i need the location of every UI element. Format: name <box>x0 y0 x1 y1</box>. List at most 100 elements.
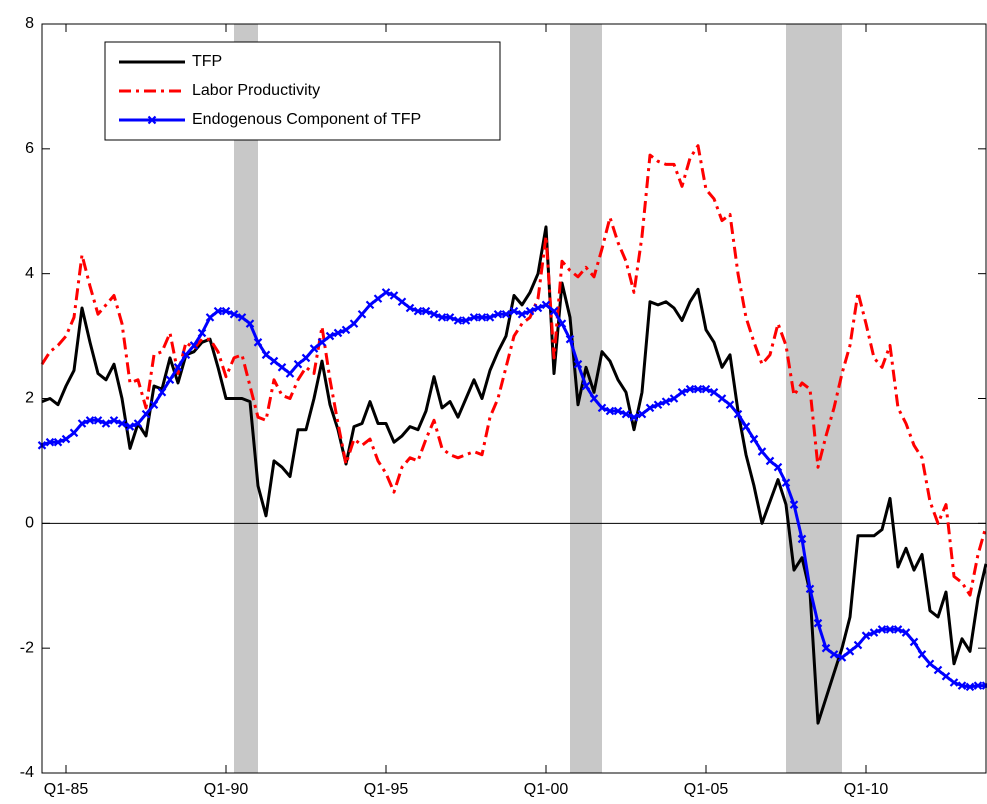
marker <box>261 350 271 360</box>
marker <box>157 387 167 397</box>
marker <box>957 681 967 690</box>
marker <box>581 381 591 391</box>
marker <box>333 328 343 338</box>
marker <box>45 437 55 447</box>
marker <box>397 297 407 307</box>
marker <box>357 309 367 319</box>
y-tick-label: -4 <box>20 764 34 781</box>
marker <box>541 300 551 310</box>
marker <box>165 375 175 385</box>
series-line <box>41 225 987 725</box>
marker <box>509 306 519 316</box>
marker <box>701 384 711 394</box>
marker <box>637 409 647 419</box>
x-tick-label: Q1-00 <box>524 781 569 798</box>
marker <box>85 416 95 425</box>
marker <box>229 309 239 319</box>
marker <box>589 394 599 403</box>
marker <box>549 306 559 316</box>
marker <box>485 313 495 322</box>
marker <box>277 363 287 372</box>
marker <box>437 313 447 322</box>
marker <box>669 394 679 403</box>
marker <box>853 640 863 650</box>
legend-label: Endogenous Component of TFP <box>192 111 421 128</box>
marker <box>349 319 359 328</box>
marker <box>245 319 255 328</box>
marker <box>869 628 879 637</box>
y-tick-label: 0 <box>25 515 34 532</box>
marker <box>885 625 895 634</box>
marker <box>493 309 503 319</box>
marker <box>861 631 871 640</box>
marker <box>109 416 119 425</box>
marker <box>421 306 431 316</box>
marker <box>53 437 63 447</box>
marker <box>365 300 375 310</box>
marker <box>237 313 247 322</box>
marker <box>781 478 791 488</box>
x-tick-label: Q1-90 <box>204 781 249 798</box>
marker <box>605 406 615 416</box>
marker <box>709 387 719 397</box>
marker <box>973 681 983 690</box>
marker <box>101 419 111 428</box>
marker <box>877 625 887 634</box>
marker <box>733 409 743 419</box>
marker <box>645 403 655 413</box>
marker <box>181 350 191 360</box>
marker <box>445 313 455 322</box>
marker <box>901 628 911 637</box>
marker <box>301 353 311 363</box>
marker <box>213 306 223 316</box>
marker <box>917 650 927 659</box>
marker <box>93 416 103 425</box>
marker <box>933 665 943 675</box>
marker <box>621 409 631 419</box>
plot-frame <box>41 23 987 774</box>
y-tick-label: 4 <box>25 265 34 282</box>
marker <box>765 456 775 466</box>
marker <box>693 384 703 394</box>
marker <box>741 422 751 431</box>
marker <box>525 306 535 316</box>
marker <box>125 422 135 431</box>
y-tick-label: -2 <box>20 639 34 656</box>
marker <box>285 369 295 378</box>
legend-label: TFP <box>192 53 222 70</box>
marker <box>965 682 975 692</box>
marker <box>309 344 319 353</box>
marker <box>653 400 663 410</box>
recession-band <box>570 24 602 773</box>
marker <box>685 384 695 394</box>
marker <box>661 397 671 406</box>
marker <box>845 647 855 656</box>
marker <box>429 309 439 319</box>
legend-label: Labor Productivity <box>192 82 320 99</box>
marker <box>573 359 583 369</box>
x-tick-label: Q1-95 <box>364 781 409 798</box>
marker <box>461 316 471 325</box>
marker <box>837 653 847 662</box>
marker <box>477 313 487 322</box>
legend: TFP Labor Productivity Endogenous Componen… <box>104 41 501 141</box>
marker <box>317 338 327 347</box>
marker <box>253 338 263 347</box>
marker <box>221 306 231 316</box>
marker <box>557 319 567 328</box>
marker <box>413 306 423 316</box>
marker <box>173 363 183 372</box>
marker <box>941 671 951 681</box>
marker <box>773 462 783 472</box>
marker <box>205 313 215 322</box>
marker <box>749 434 759 444</box>
marker <box>381 288 391 297</box>
marker <box>69 428 79 438</box>
series-line <box>40 144 987 597</box>
marker <box>725 400 735 410</box>
marker <box>469 313 479 322</box>
marker <box>373 294 383 303</box>
x-tick-label: Q1-05 <box>684 781 729 798</box>
marker <box>61 434 71 444</box>
